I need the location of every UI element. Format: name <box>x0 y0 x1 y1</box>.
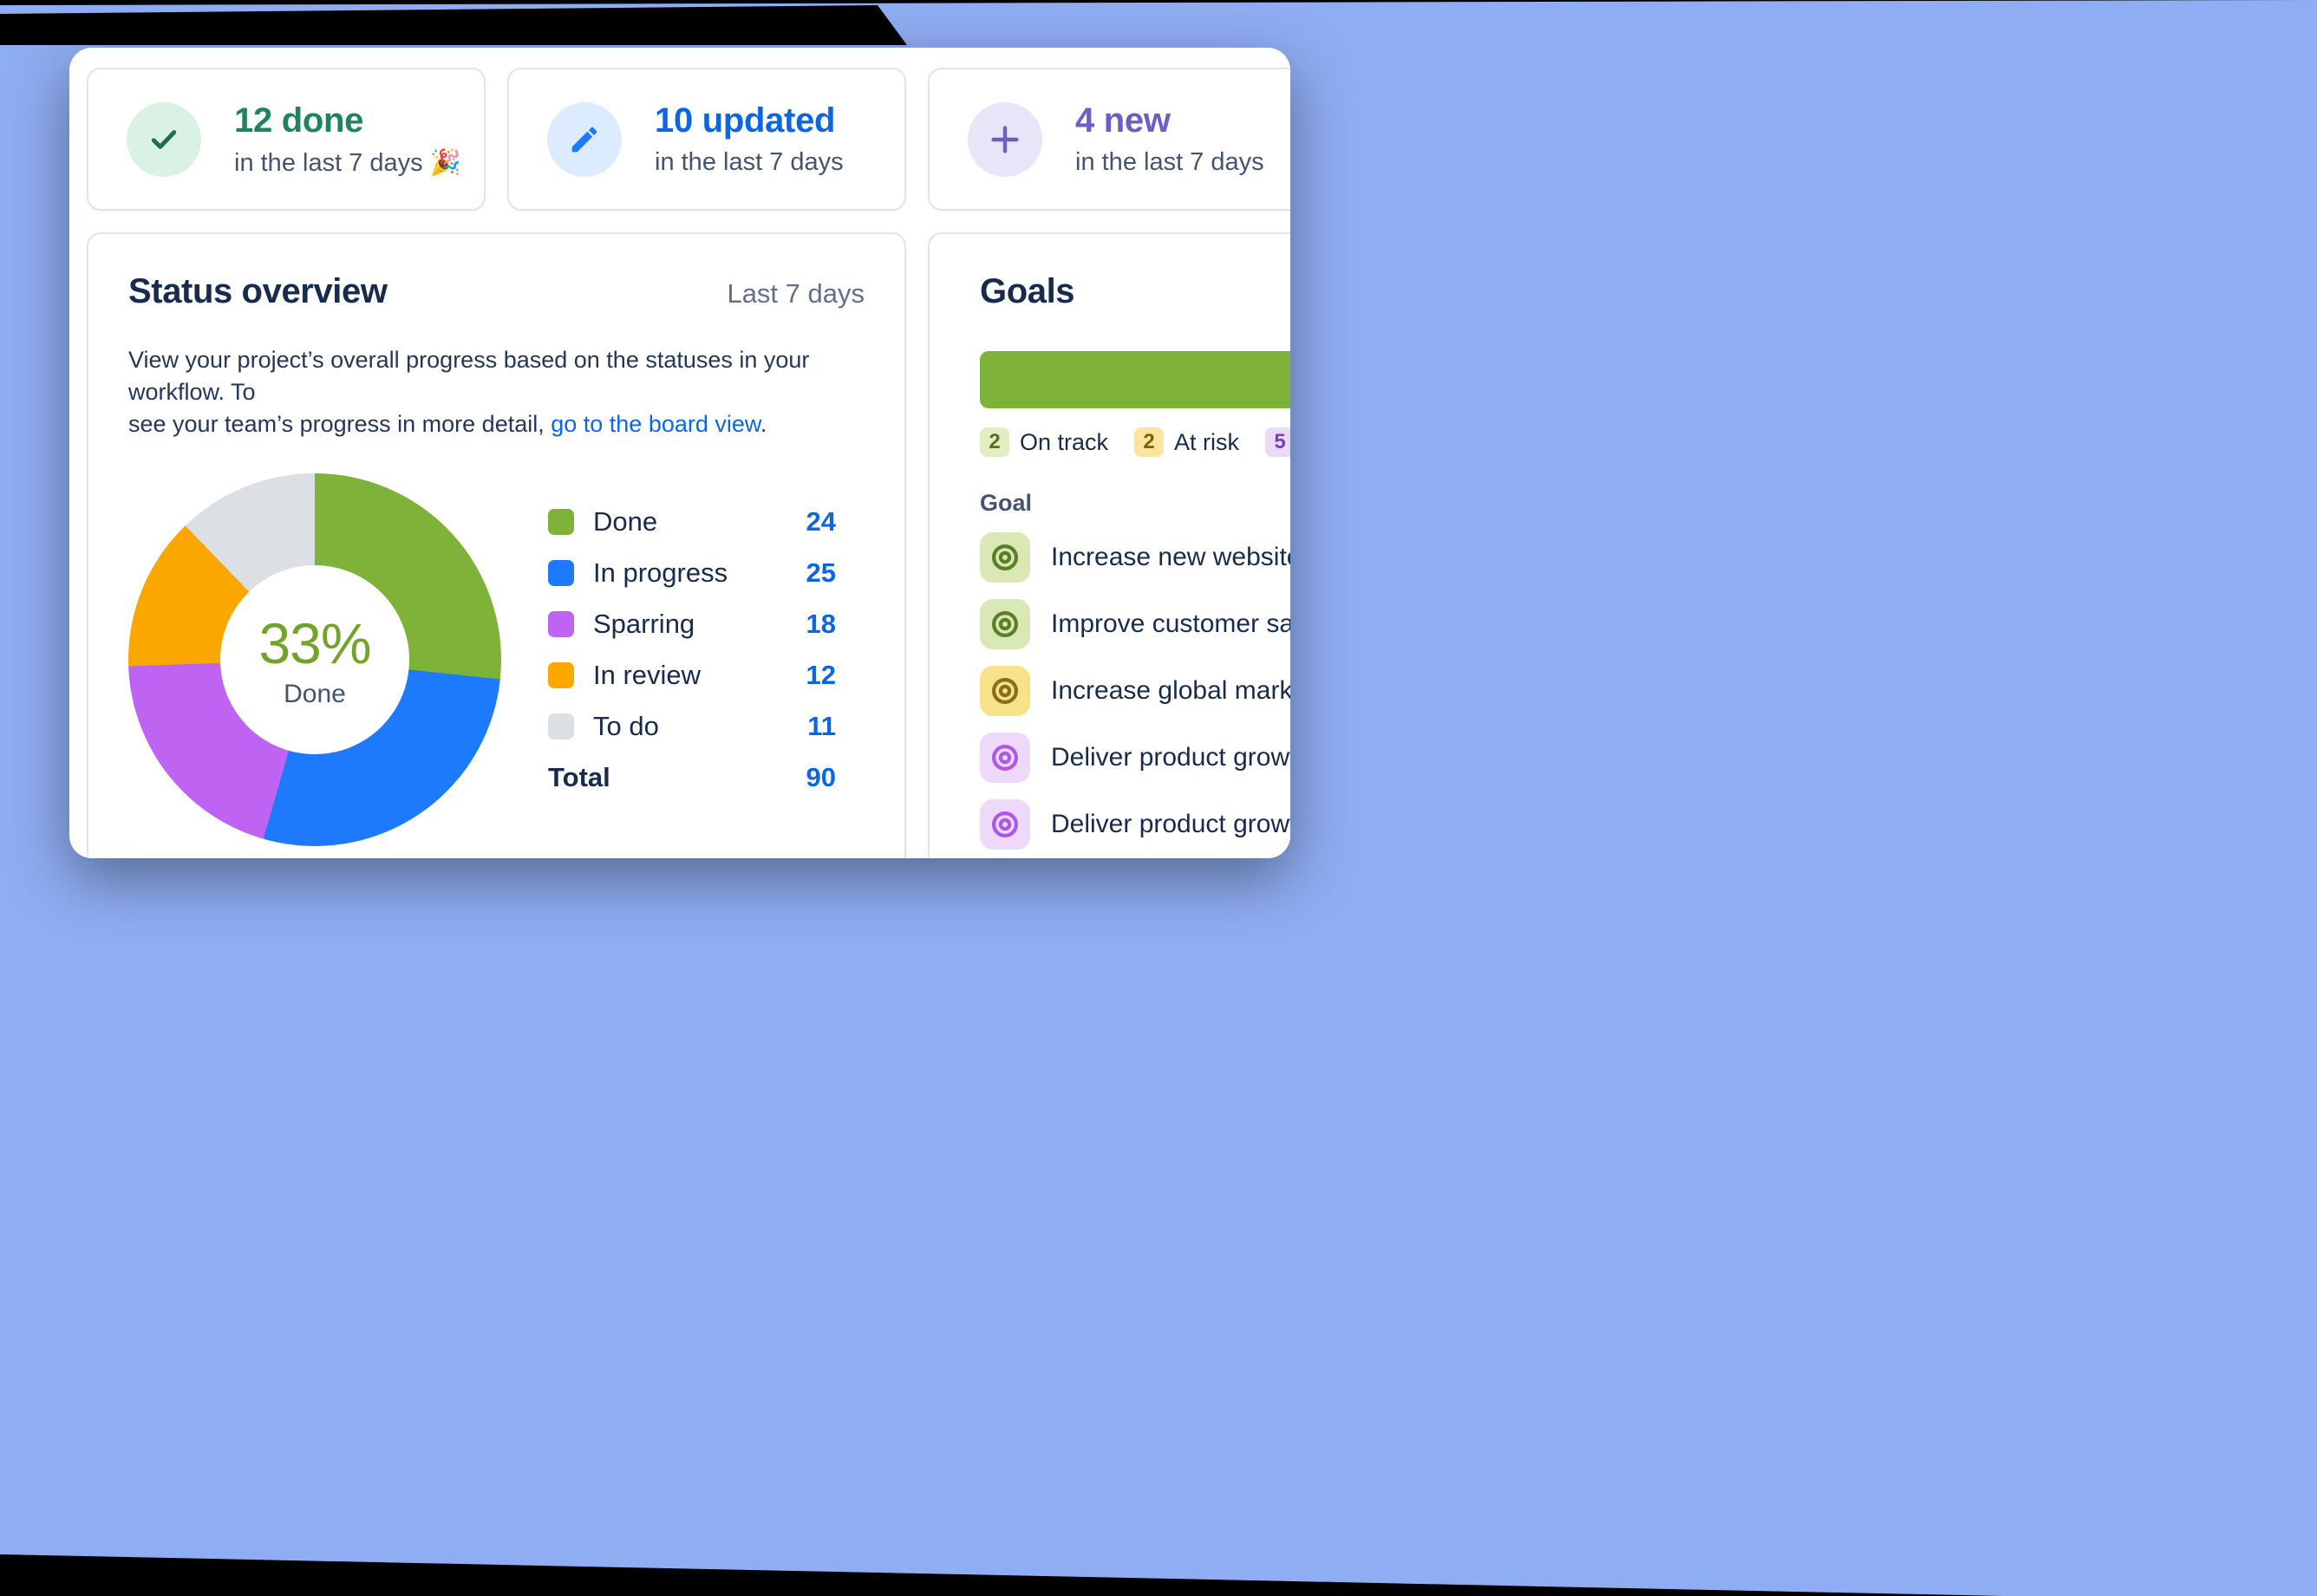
donut-percent-label: 33% <box>258 611 371 675</box>
legend-swatch-to-do <box>548 713 574 739</box>
legend-row-in-progress[interactable]: In progress 25 <box>548 547 836 598</box>
period-label: Last 7 days <box>727 278 865 309</box>
status-overview-description: View your project’s overall progress bas… <box>128 344 865 440</box>
plus-icon <box>968 101 1042 177</box>
donut-done-label: Done <box>284 680 346 708</box>
goals-legend-on-track: 2 On track <box>980 427 1108 457</box>
total-label: Total <box>548 761 610 792</box>
legend-row-sparring[interactable]: Sparring 18 <box>548 598 836 649</box>
description-suffix: . <box>760 411 767 437</box>
on-track-label: On track <box>1020 428 1109 455</box>
goals-progress-bar <box>980 351 1290 408</box>
stat-card-new-text: 4 new in the last 7 days <box>1075 101 1264 177</box>
stat-card-new-inner: 4 new in the last 7 days <box>930 69 1290 209</box>
goal-row[interactable]: Deliver product growth i <box>980 799 1290 850</box>
stat-card-updated-inner: 10 updated in the last 7 days <box>509 69 904 209</box>
legend-swatch-in-progress <box>548 559 574 586</box>
total-value: 90 <box>806 761 836 792</box>
stat-done-subtext: in the last 7 days 🎉 <box>234 148 461 177</box>
target-icon <box>980 599 1030 649</box>
stat-card-updated-text: 10 updated in the last 7 days <box>655 101 844 177</box>
legend-value: 25 <box>806 557 836 588</box>
status-overview-header: Status overview Last 7 days <box>128 272 865 311</box>
status-overview-card: Status overview Last 7 days View your pr… <box>87 232 906 858</box>
stat-card-updated[interactable]: 10 updated in the last 7 days <box>507 68 906 211</box>
legend-swatch-in-review <box>548 661 574 688</box>
target-icon <box>980 666 1030 716</box>
donut-center: 33% Done <box>220 565 409 754</box>
status-donut-wrap: 33% Done <box>128 473 501 846</box>
dashboard-panel: 12 done in the last 7 days 🎉 10 updated … <box>69 48 1290 858</box>
goal-label: Increase global market s <box>1051 676 1290 705</box>
goal-row[interactable]: Improve customer satisfa <box>980 599 1290 649</box>
legend-label: Done <box>593 505 658 537</box>
pencil-icon <box>547 101 622 177</box>
description-line1: View your project’s overall progress bas… <box>128 347 810 405</box>
goal-row[interactable]: Increase new website tra <box>980 532 1290 583</box>
goal-row[interactable]: Deliver product growth i <box>980 733 1290 783</box>
legend-row-to-do[interactable]: To do 11 <box>548 700 836 752</box>
goal-column-header: Goal <box>980 490 1033 516</box>
legend-value: 24 <box>806 505 836 537</box>
check-icon <box>127 101 201 177</box>
description-line2: see your team’s progress in more detail, <box>128 411 552 437</box>
stat-updated-value: 10 updated <box>655 101 836 140</box>
at-risk-label: At risk <box>1174 428 1240 455</box>
target-icon <box>980 532 1030 583</box>
legend-row-done[interactable]: Done 24 <box>548 496 836 547</box>
legend-row-in-review[interactable]: In review 12 <box>548 649 836 700</box>
goals-title: Goals <box>980 272 1075 310</box>
legend-total-row: Total 90 <box>548 752 836 803</box>
goal-row[interactable]: Increase global market s <box>980 666 1290 716</box>
legend-label: In review <box>593 659 702 690</box>
goals-legend-at-risk: 2 At risk <box>1134 427 1239 457</box>
goal-label: Increase new website tra <box>1051 543 1290 571</box>
status-legend: Done 24 In progress 25 Sparring 18 In re… <box>548 496 836 803</box>
goals-legend: 2 On track 2 At risk 5 Off track <box>980 427 1290 457</box>
stat-new-subtext: in the last 7 days <box>1075 148 1264 176</box>
legend-label: In progress <box>593 557 728 588</box>
stat-card-done[interactable]: 12 done in the last 7 days 🎉 <box>87 68 486 211</box>
legend-label: Sparring <box>593 608 695 639</box>
goal-list: Increase new website tra Improve custome… <box>980 532 1290 850</box>
goal-label: Deliver product growth i <box>1051 743 1290 772</box>
on-track-count-badge: 2 <box>980 427 1009 457</box>
goal-label: Improve customer satisfa <box>1051 609 1290 638</box>
stat-card-done-text: 12 done in the last 7 days 🎉 <box>234 101 461 178</box>
goal-label: Deliver product growth i <box>1051 810 1290 838</box>
board-view-link[interactable]: go to the board view <box>551 411 760 437</box>
stat-card-new[interactable]: 4 new in the last 7 days <box>928 68 1290 211</box>
stat-new-value: 4 new <box>1075 101 1171 140</box>
off-track-count-badge: 5 <box>1265 427 1290 457</box>
target-icon <box>980 799 1030 850</box>
legend-swatch-done <box>548 508 574 535</box>
status-overview-title: Status overview <box>128 272 388 310</box>
goals-legend-off-track: 5 Off track <box>1265 427 1290 457</box>
stat-done-value: 12 done <box>234 101 364 140</box>
legend-value: 18 <box>806 608 836 639</box>
target-icon <box>980 733 1030 783</box>
stat-card-done-inner: 12 done in the last 7 days 🎉 <box>88 69 484 209</box>
legend-value: 12 <box>806 659 836 690</box>
stat-updated-subtext: in the last 7 days <box>655 148 844 176</box>
legend-value: 11 <box>807 710 836 741</box>
at-risk-count-badge: 2 <box>1134 427 1165 457</box>
goals-card: Goals 2 On track 2 At risk 5 Off track G… <box>928 232 1290 858</box>
legend-swatch-sparring <box>548 610 574 637</box>
legend-label: To do <box>593 710 659 741</box>
